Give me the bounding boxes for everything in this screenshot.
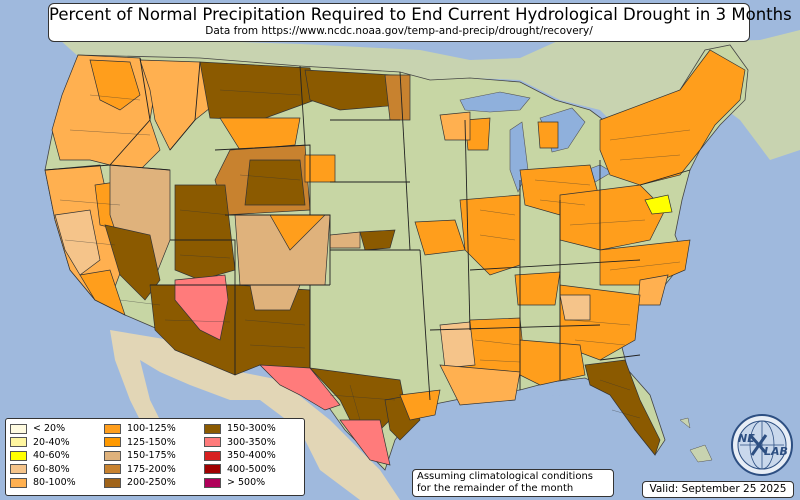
legend-swatch: [204, 450, 221, 461]
assumption-note: Assuming climatological conditions for t…: [412, 469, 614, 497]
note-line-1: Assuming climatological conditions: [417, 471, 593, 482]
legend-item: 400-500%: [204, 463, 276, 477]
legend-swatch: [204, 423, 221, 434]
legend-label: > 500%: [227, 477, 266, 489]
legend-item: 60-80%: [10, 463, 76, 477]
legend-swatch: [204, 464, 221, 475]
legend-label: 40-60%: [33, 450, 70, 462]
nexlab-globe-logo-icon: NE LAB: [731, 414, 793, 476]
legend-item: 300-350%: [204, 436, 276, 450]
map-title: Percent of Normal Precipitation Required…: [49, 5, 792, 24]
legend-label: 175-200%: [127, 463, 176, 475]
valid-date: Valid: September 25 2025: [642, 481, 794, 498]
legend-item: 100-125%: [104, 422, 176, 436]
legend-swatch: [104, 464, 121, 475]
legend-label: 100-125%: [127, 423, 176, 435]
legend-swatch: [10, 477, 27, 488]
legend-label: 350-400%: [227, 450, 276, 462]
legend-label: 200-250%: [127, 477, 176, 489]
title-box: Percent of Normal Precipitation Required…: [48, 3, 792, 42]
state-boundaries: [44, 57, 691, 401]
drought-regions: [44, 49, 746, 466]
legend-item: 150-175%: [104, 449, 176, 463]
legend-label: 400-500%: [227, 463, 276, 475]
legend-swatch: [104, 437, 121, 448]
legend-item: 350-400%: [204, 449, 276, 463]
legend-item: > 500%: [204, 476, 276, 490]
county-boundaries: [59, 89, 691, 421]
legend-swatch: [10, 450, 27, 461]
legend-label: 300-350%: [227, 436, 276, 448]
mexico-land: [110, 330, 400, 500]
legend-label: < 20%: [33, 423, 66, 435]
legend-swatch: [104, 423, 121, 434]
legend-label: 125-150%: [127, 436, 176, 448]
legend-label: 150-175%: [127, 450, 176, 462]
legend-swatch: [104, 477, 121, 488]
legend-item: 150-300%: [204, 422, 276, 436]
logo-text-left: NE: [738, 432, 755, 445]
legend-item: 125-150%: [104, 436, 176, 450]
caribbean-islands: [679, 417, 713, 463]
legend-swatch: [10, 437, 27, 448]
map-subtitle: Data from https://www.ncdc.noaa.gov/temp…: [205, 25, 593, 37]
legend-label: 20-40%: [33, 436, 70, 448]
legend-swatch: [104, 450, 121, 461]
legend: < 20% 20-40% 40-60% 60-80% 80-100% 100-1…: [5, 418, 305, 496]
legend-item: 20-40%: [10, 436, 76, 450]
legend-item: 80-100%: [10, 476, 76, 490]
legend-swatch: [204, 477, 221, 488]
legend-item: 40-60%: [10, 449, 76, 463]
legend-swatch: [10, 423, 27, 434]
note-line-2: for the remainder of the month: [417, 483, 574, 494]
legend-label: 150-300%: [227, 423, 276, 435]
legend-swatch: [204, 437, 221, 448]
legend-item: 175-200%: [104, 463, 176, 477]
legend-label: 60-80%: [33, 463, 70, 475]
legend-item: 200-250%: [104, 476, 176, 490]
legend-item: < 20%: [10, 422, 76, 436]
legend-label: 80-100%: [33, 477, 76, 489]
logo-text-right: LAB: [764, 445, 788, 458]
legend-swatch: [10, 464, 27, 475]
